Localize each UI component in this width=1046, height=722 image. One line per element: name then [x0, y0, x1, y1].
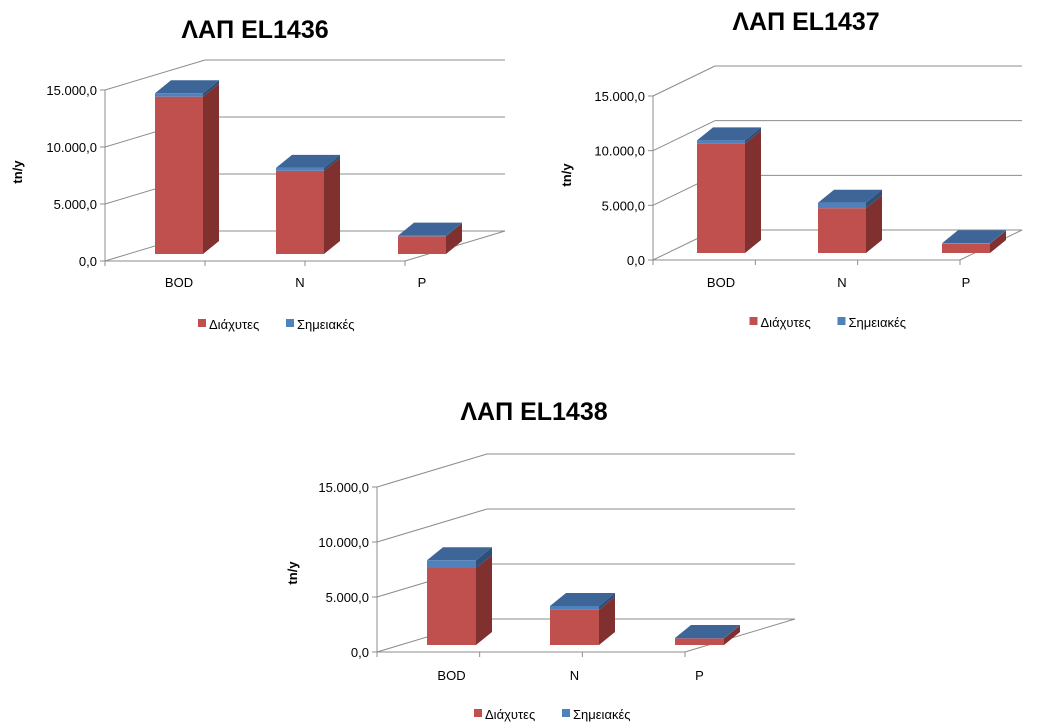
bar-n-diffuse: [818, 208, 866, 253]
legend: Διάχυτες Σημειακές: [198, 317, 355, 332]
chart-title: ΛΑΠ EL1437: [732, 8, 879, 36]
grid-diagonal: [104, 59, 206, 91]
bars: [427, 547, 740, 645]
bar-top-p: [942, 230, 1006, 244]
legend-swatch-diffuse: [749, 317, 758, 325]
bar-side-bod-1: [476, 547, 492, 568]
y-tick-label: 0,0: [351, 645, 369, 660]
chart-title: ΛΑΠ EL1438: [460, 398, 607, 426]
legend-label: Διάχυτες: [761, 315, 811, 330]
bars: [697, 127, 1006, 253]
bar-side-p-0: [724, 625, 740, 645]
x-tick-label: P: [962, 275, 971, 290]
bar-side-p-1: [724, 624, 740, 639]
bar-top-n: [276, 154, 340, 168]
chart-2: ΛΑΠ EL1437 tn/y 0,0 5.000,0 10.000,0 15.000,0…: [559, 8, 1023, 330]
bar-side-p-1: [990, 230, 1006, 244]
legend: Διάχυτες Σημειακές: [749, 315, 907, 330]
y-tick-label: 5.000,0: [54, 197, 97, 212]
bar-p-diffuse: [675, 638, 724, 645]
chart-1: ΛΑΠ EL1436 tn/y 0,0 5.000,0 10.000,0 15.000,0…: [10, 16, 506, 332]
bar-side-n-1: [866, 189, 882, 209]
bar-bod-point: [155, 93, 203, 97]
x-tick-label: BOD: [707, 275, 735, 290]
bar-side-bod-0: [476, 555, 492, 645]
bar-side-n-1: [599, 592, 615, 610]
legend-swatch-diffuse: [198, 319, 206, 327]
y-tick-label: 10.000,0: [318, 535, 369, 550]
legend-label: Σημειακές: [297, 317, 355, 332]
bar-side-n-1: [324, 154, 340, 171]
y-tick-label: 15.000,0: [46, 83, 97, 98]
legend-label: Διάχυτες: [485, 707, 535, 722]
bar-side-bod-1: [745, 127, 761, 144]
x-tick-label: BOD: [165, 275, 193, 290]
legend-label: Σημειακές: [573, 707, 631, 722]
y-tick-label: 10.000,0: [594, 144, 645, 159]
y-axis-label: tn/y: [10, 160, 25, 184]
legend: Διάχυτες Σημειακές: [474, 707, 631, 722]
legend-swatch-point: [837, 317, 846, 325]
x-tick-label: BOD: [437, 668, 465, 683]
y-tick-label: 5.000,0: [326, 590, 369, 605]
bar-n-point: [550, 605, 599, 610]
legend-swatch-point: [286, 319, 294, 327]
bar-top-n: [818, 189, 882, 203]
bar-p-point: [398, 235, 446, 237]
chart-3: ΛΑΠ EL1438 tn/y 0,0 5.000,0 10.000,0 15.000,0…: [285, 398, 796, 722]
legend-label: Σημειακές: [849, 315, 907, 330]
grid-diagonal: [376, 508, 488, 543]
bar-top-bod: [155, 80, 219, 94]
y-tick-label: 0,0: [627, 253, 645, 268]
y-tick-label: 5.000,0: [602, 198, 645, 213]
bar-top-bod: [427, 547, 492, 561]
x-tick-label: N: [295, 275, 304, 290]
bar-side-p-0: [990, 230, 1006, 253]
bar-top-p: [675, 624, 740, 638]
x-tick-label: N: [837, 275, 846, 290]
legend-label: Διάχυτες: [209, 317, 259, 332]
bar-top-p: [398, 222, 462, 236]
floor-edge: [684, 618, 796, 653]
bar-bod-diffuse: [155, 96, 203, 255]
bar-bod-diffuse: [427, 568, 476, 645]
x-tick-label: N: [570, 668, 579, 683]
bar-side-n-0: [599, 596, 615, 645]
grid-diagonal: [652, 65, 716, 97]
bar-bod-point: [697, 140, 745, 144]
bar-side-n-0: [324, 157, 340, 254]
bar-bod-point: [427, 560, 476, 568]
y-tick-label: 0,0: [79, 254, 97, 269]
y-tick-label: 15.000,0: [594, 89, 645, 104]
x-tick-label: P: [695, 668, 704, 683]
y-tick-label: 10.000,0: [46, 140, 97, 155]
legend-swatch-diffuse: [474, 709, 482, 717]
bar-side-p-1: [446, 222, 462, 237]
bar-bod-diffuse: [697, 143, 745, 253]
grid-diagonal: [376, 453, 488, 488]
y-tick-label: 15.000,0: [318, 480, 369, 495]
bar-p-diffuse: [398, 236, 446, 254]
bar-n-diffuse: [550, 609, 599, 645]
bar-side-bod-0: [745, 130, 761, 253]
bar-side-bod-1: [203, 80, 219, 97]
bar-side-p-0: [446, 223, 462, 254]
bar-n-diffuse: [276, 170, 324, 254]
x-tick-label: P: [418, 275, 427, 290]
y-axis-label: tn/y: [559, 163, 574, 187]
bar-top-bod: [697, 127, 761, 141]
bar-side-bod-0: [203, 83, 219, 255]
bar-n-point: [818, 202, 866, 209]
grid-diagonal: [652, 120, 716, 152]
bar-side-n-0: [866, 195, 882, 253]
bar-top-n: [550, 592, 615, 606]
bars: [155, 80, 462, 255]
legend-swatch-point: [562, 709, 570, 717]
bar-p-diffuse: [942, 243, 990, 253]
chart-title: ΛΑΠ EL1436: [181, 16, 328, 44]
y-axis-label: tn/y: [285, 561, 300, 585]
bar-n-point: [276, 167, 324, 171]
